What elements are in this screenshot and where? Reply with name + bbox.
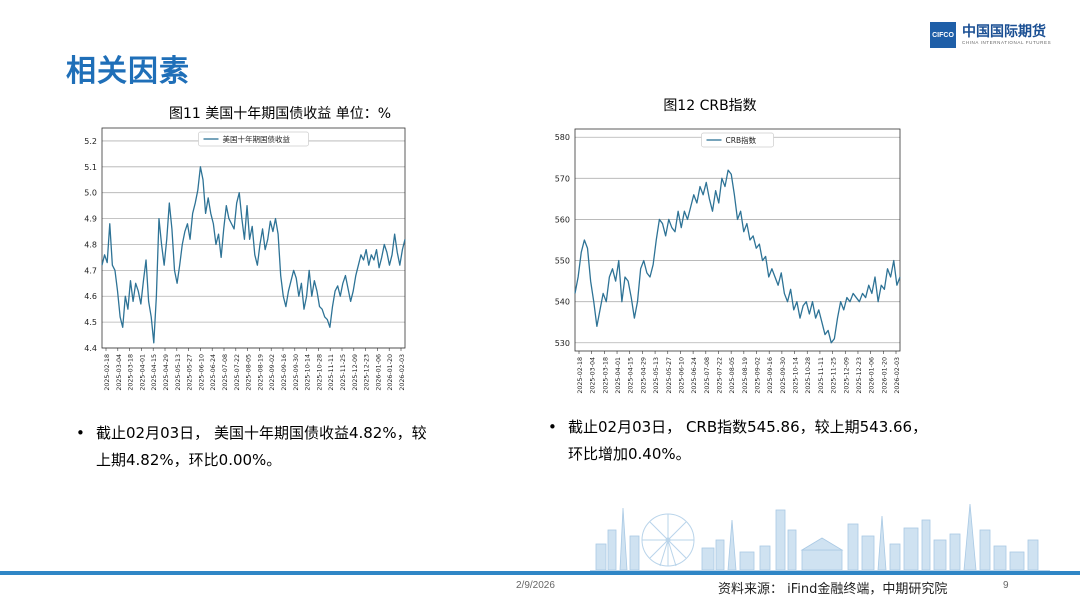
chart2-xtick-label: 2025-04-29 (640, 357, 647, 394)
chart1-treasury-yield: 4.4 4.5 4.6 4.7 4.8 4.9 5.0 5.1 5.2 2025-02-18 202… (84, 127, 406, 391)
chart1-ytick-label: 4.5 (84, 318, 97, 327)
chart2-xtick-label: 2025-08-19 (742, 357, 749, 394)
chart2-ytick-label: 580 (555, 133, 570, 142)
bullet-line: 环比增加0.40%。 (568, 445, 691, 463)
chart2-xtick-label: 2026-01-06 (869, 357, 876, 394)
chart1-legend-label: 美国十年期国债收益 (223, 134, 291, 144)
chart2-xtick-label: 2025-04-01 (615, 357, 622, 394)
chart2-xtick-label: 2026-02-03 (894, 357, 901, 394)
chart1-xtick-label: 2025-07-08 (222, 354, 229, 391)
chart1-ytick-label: 4.7 (84, 266, 97, 275)
logo-name-en: CHINA INTERNATIONAL FUTURES (962, 40, 1052, 45)
page-title: 相关因素 (66, 54, 190, 89)
city-skyline-decoration (590, 503, 1050, 572)
chart2-crb-index: 530 540 550 560 570 580 2025-02-18 2025-03-04 20… (555, 128, 901, 394)
chart1-xtick-label: 2025-05-27 (187, 354, 194, 391)
chart2-xtick-label: 2025-06-10 (678, 357, 685, 394)
chart1-xtick-label: 2025-04-01 (139, 354, 146, 391)
chart1-xtick-label: 2025-06-10 (198, 354, 205, 391)
chart1-xtick-label: 2025-11-25 (340, 354, 347, 391)
chart1-series-line (101, 166, 406, 344)
chart1-xtick-label: 2026-01-20 (387, 354, 394, 391)
chart1-xtick-label: 2025-04-29 (163, 354, 170, 391)
chart1-xtick-label: 2025-08-19 (257, 354, 264, 391)
bullet-dot-icon: • (548, 418, 557, 436)
chart1-ytick-label: 5.1 (84, 163, 97, 172)
footer-source: 资料来源： iFind金融终端，中期研究院 (718, 582, 948, 597)
chart2-xtick-label: 2025-05-13 (653, 357, 660, 394)
chart2-xtick-label: 2025-03-18 (602, 357, 609, 394)
chart1-xtick-label: 2025-12-23 (364, 354, 371, 391)
footer-bar (0, 571, 1080, 575)
chart2-xtick-label: 2025-10-14 (793, 357, 800, 394)
chart1-xtick-label: 2025-10-28 (316, 354, 323, 391)
chart2-xtick-label: 2025-04-15 (628, 357, 635, 394)
chart2-ytick-label: 560 (555, 215, 570, 224)
chart1-xtick-label: 2025-08-05 (246, 354, 253, 391)
cifco-logo-icon: CIFCO (930, 22, 956, 48)
bullet-crb: • 截止02月03日， CRB指数545.86，较上期543.66， 环比增加0… (548, 414, 988, 468)
bullet-line: 截止02月03日， CRB指数545.86，较上期543.66， (568, 418, 928, 436)
chart2-xtick-label: 2025-10-28 (805, 357, 812, 394)
chart1-ytick-label: 5.2 (84, 137, 97, 146)
chart2-xtick-label: 2025-11-11 (818, 357, 825, 394)
chart2-xtick-label: 2026-01-20 (881, 357, 888, 394)
chart1-ytick-label: 4.9 (84, 215, 97, 224)
footer-date: 2/9/2026 (516, 580, 555, 591)
chart2-xtick-label: 2025-09-30 (780, 357, 787, 394)
chart1-xtick-label: 2025-05-13 (175, 354, 182, 391)
chart1-xtick-label: 2025-09-16 (281, 354, 288, 391)
chart2-ytick-label: 540 (555, 298, 570, 307)
bullet-dot-icon: • (76, 424, 85, 442)
company-logo: CIFCO 中国国际期货 CHINA INTERNATIONAL FUTURES (930, 20, 1060, 50)
chart1-xtick-label: 2025-07-22 (234, 354, 241, 391)
chart1-xtick-label: 2025-09-02 (269, 354, 276, 391)
chart1-xtick-label: 2025-03-04 (116, 354, 123, 391)
chart1-xtick-label: 2025-11-11 (328, 354, 335, 391)
chart2-title: 图12 CRB指数 (663, 98, 757, 114)
chart2-xtick-label: 2025-03-04 (590, 357, 597, 394)
chart2-legend-box (701, 132, 774, 148)
chart1-xtick-label: 2025-04-15 (151, 354, 158, 391)
chart2-xtick-label: 2025-08-05 (729, 357, 736, 394)
page-number: 9 (1003, 580, 1009, 591)
chart1-ytick-label: 4.6 (84, 292, 97, 301)
chart1-ytick-label: 4.8 (84, 240, 97, 249)
chart2-xtick-label: 2025-11-25 (831, 357, 838, 394)
chart2-xtick-label: 2025-12-23 (856, 357, 863, 394)
chart1-xtick-label: 2025-09-30 (293, 354, 300, 391)
chart1-xtick-label: 2025-12-09 (352, 354, 359, 391)
chart1-legend-box (198, 131, 309, 147)
chart1-xtick-label: 2025-03-18 (128, 354, 135, 391)
chart1-xtick-label: 2025-02-18 (104, 354, 111, 391)
chart2-ytick-label: 570 (555, 174, 570, 183)
chart2-xtick-label: 2025-12-09 (843, 357, 850, 394)
chart1-title: 图11 美国十年期国债收益 单位：% (168, 106, 392, 122)
bullet-line: 截止02月03日， 美国十年期国债收益4.82%，较 (96, 424, 427, 442)
chart2-xtick-label: 2025-06-24 (691, 357, 698, 394)
chart2-xtick-label: 2025-05-27 (666, 357, 673, 394)
chart1-xtick-label: 2025-06-24 (210, 354, 217, 391)
bullet-line: 上期4.82%，环比0.00%。 (96, 451, 282, 469)
chart2-xtick-label: 2025-07-08 (704, 357, 711, 394)
logo-name-cn: 中国国际期货 (962, 24, 1046, 40)
chart2-ytick-label: 530 (555, 339, 570, 348)
chart2-xtick-label: 2025-09-16 (767, 357, 774, 394)
chart2-xtick-label: 2025-09-02 (755, 357, 762, 394)
chart2-xtick-label: 2025-07-22 (716, 357, 723, 394)
chart1-xtick-label: 2026-01-06 (375, 354, 382, 391)
chart1-ytick-label: 5.0 (84, 189, 97, 198)
chart1-plot-frame (101, 127, 406, 349)
chart2-xtick-label: 2025-02-18 (577, 357, 584, 394)
bullet-treasury: • 截止02月03日， 美国十年期国债收益4.82%，较 上期4.82%，环比0… (76, 420, 496, 474)
chart1-xtick-label: 2025-10-14 (305, 354, 312, 391)
chart2-plot-frame (574, 128, 901, 352)
chart2-legend-label: CRB指数 (726, 135, 757, 145)
chart1-ytick-label: 4.4 (84, 344, 97, 353)
chart2-series-line (574, 169, 901, 344)
chart2-ytick-label: 550 (555, 257, 570, 266)
chart1-xtick-label: 2026-02-03 (399, 354, 406, 391)
